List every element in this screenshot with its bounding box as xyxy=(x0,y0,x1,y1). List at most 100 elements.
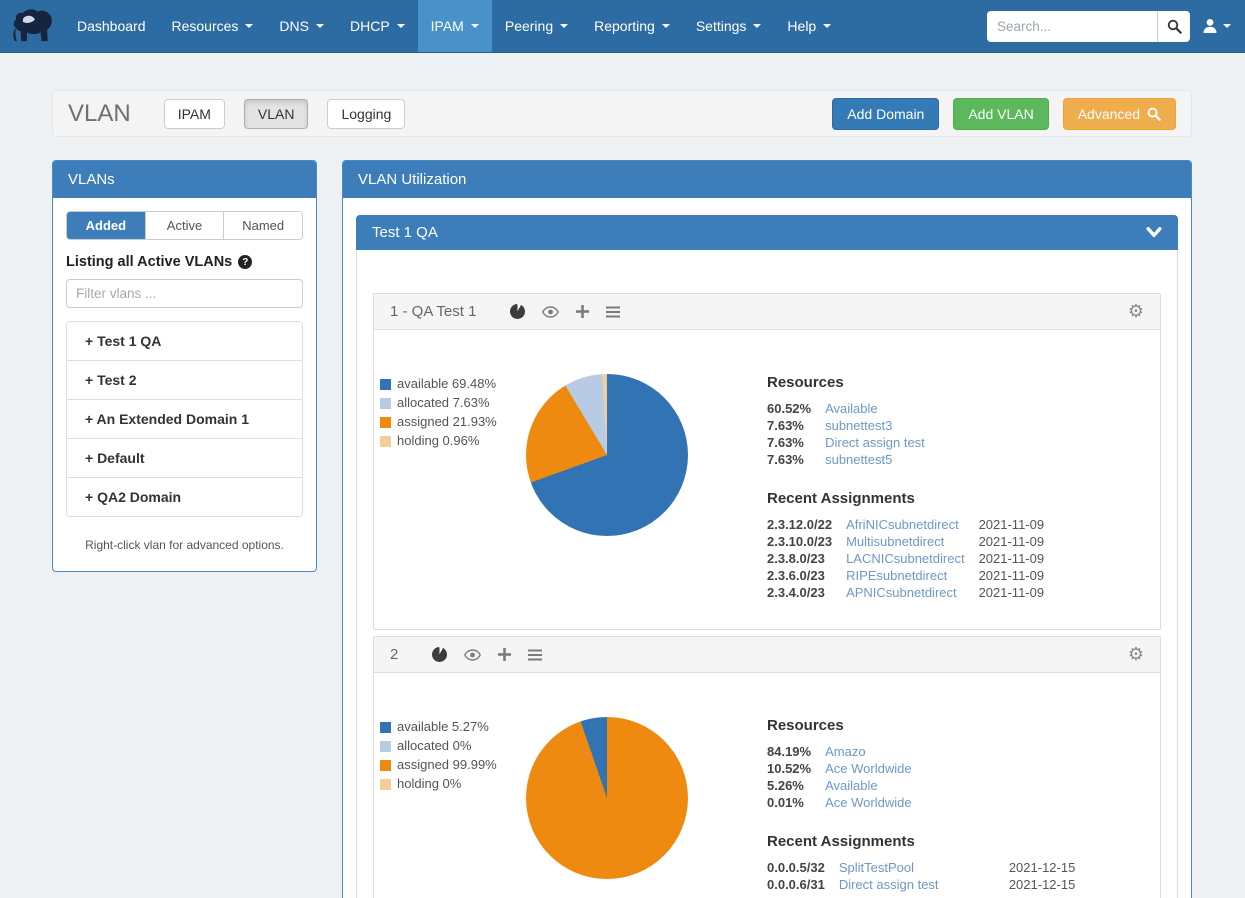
vlan-block-content: available 69.48% allocated 7.63% assigne… xyxy=(374,330,1160,629)
search-button[interactable] xyxy=(1157,10,1190,42)
assignment-link[interactable]: AfriNICsubnetdirect xyxy=(846,517,959,532)
assignment-row: 2.3.10.0/23 Multisubnetdirect 2021-11-09 xyxy=(767,533,1044,550)
resources-table: 84.19% Amazo 10.52% Ace Worldwide 5.26% xyxy=(767,743,926,811)
assignments-table: 2.3.12.0/22 AfriNICsubnetdirect 2021-11-… xyxy=(767,516,1044,601)
assignment-link[interactable]: LACNICsubnetdirect xyxy=(846,551,965,566)
vlan-list-item[interactable]: + Test 2 xyxy=(67,361,302,400)
resource-link[interactable]: subnettest3 xyxy=(825,418,893,433)
search-input[interactable] xyxy=(987,10,1157,42)
assignment-link[interactable]: RIPEsubnetdirect xyxy=(846,568,948,583)
assignment-row: 2.3.12.0/22 AfriNICsubnetdirect 2021-11-… xyxy=(767,516,1044,533)
assignment-row: 0.0.0.6/31 Direct assign test 2021-12-15 xyxy=(767,876,1075,893)
gear-icon[interactable]: ⚙ xyxy=(1127,300,1144,322)
resource-link[interactable]: Available xyxy=(825,401,878,416)
resource-pct: 7.63% xyxy=(767,435,804,450)
legend-text: available 5.27% xyxy=(397,719,489,734)
domain-group-header[interactable]: Test 1 QA xyxy=(356,215,1178,250)
gear-icon[interactable]: ⚙ xyxy=(1127,643,1144,665)
resource-link[interactable]: Ace Worldwide xyxy=(825,795,912,810)
resource-link[interactable]: Available xyxy=(825,778,878,793)
pie-chart-icon[interactable] xyxy=(510,304,526,319)
utilization-pie-chart xyxy=(526,374,688,536)
advanced-search-button[interactable]: Advanced xyxy=(1062,97,1176,130)
nav-item-ipam[interactable]: IPAM xyxy=(417,0,492,52)
vlan-list-item[interactable]: + Default xyxy=(67,439,302,478)
tab-logging[interactable]: Logging xyxy=(327,98,406,129)
menu-bars-icon[interactable] xyxy=(528,649,543,661)
pie-chart-icon[interactable] xyxy=(432,647,448,662)
caret-down-icon xyxy=(470,24,479,32)
legend-text: holding 0% xyxy=(397,776,462,791)
assignment-cidr: 2.3.12.0/22 xyxy=(767,517,833,532)
vlan-block-header: 2 xyxy=(374,637,1160,673)
tab-added[interactable]: Added xyxy=(67,212,146,239)
eye-icon[interactable] xyxy=(542,305,560,318)
resource-link[interactable]: Amazo xyxy=(825,744,866,759)
nav-label: IPAM xyxy=(430,18,464,34)
legend-swatch xyxy=(380,378,391,390)
domain-group-title: Test 1 QA xyxy=(372,224,438,241)
vlan-list-item[interactable]: + QA2 Domain xyxy=(67,478,302,516)
page-title: VLAN xyxy=(68,99,131,127)
vlans-panel: VLANs Added Active Named Listing all Act… xyxy=(52,160,317,572)
menu-bars-icon[interactable] xyxy=(606,306,621,318)
tab-vlan[interactable]: VLAN xyxy=(243,98,309,129)
assignment-date: 2021-11-09 xyxy=(978,585,1045,600)
user-menu[interactable] xyxy=(1202,18,1231,34)
legend-swatch xyxy=(380,397,391,409)
assignment-row: 2.3.4.0/23 APNICsubnetdirect 2021-11-09 xyxy=(767,584,1044,601)
resource-link[interactable]: subnettest5 xyxy=(825,452,893,467)
eye-icon[interactable] xyxy=(464,648,482,661)
plus-icon[interactable] xyxy=(498,648,512,661)
nav-item-help[interactable]: Help xyxy=(774,0,844,52)
filter-vlans-input[interactable] xyxy=(66,279,303,308)
nav-item-resources[interactable]: Resources xyxy=(159,0,267,52)
help-question-icon[interactable]: ? xyxy=(238,255,253,269)
caret-down-icon xyxy=(396,24,405,32)
resource-pct: 10.52% xyxy=(767,761,812,776)
vlan-block-title: 1 - QA Test 1 xyxy=(390,303,477,320)
nav-item-dashboard[interactable]: Dashboard xyxy=(64,0,159,52)
vlan-list-item[interactable]: + Test 1 QA xyxy=(67,322,302,361)
utilization-pie-chart xyxy=(526,717,688,879)
resource-link[interactable]: Ace Worldwide xyxy=(825,761,912,776)
assignment-link[interactable]: Direct assign test xyxy=(838,877,939,892)
legend-row-available: available 5.27% xyxy=(380,719,526,735)
nav-label: Peering xyxy=(504,18,554,34)
resource-link[interactable]: Direct assign test xyxy=(825,435,925,450)
assignment-link[interactable]: SplitTestPool xyxy=(838,860,914,875)
assignment-link[interactable]: Multisubnetdirect xyxy=(846,534,945,549)
block-info: Resources 84.19% Amazo 10.52% Ace Worldw… xyxy=(688,717,1150,893)
assignment-row: 0.0.0.5/32 SplitTestPool 2021-12-15 xyxy=(767,859,1075,876)
nav-item-dhcp[interactable]: DHCP xyxy=(337,0,418,52)
tab-ipam[interactable]: IPAM xyxy=(163,98,225,129)
app-logo[interactable] xyxy=(0,0,64,52)
assignment-cidr: 2.3.4.0/23 xyxy=(767,585,825,600)
caret-down-icon xyxy=(315,24,324,32)
add-domain-button[interactable]: Add Domain xyxy=(832,97,940,130)
assignment-cidr: 0.0.0.6/31 xyxy=(767,877,825,892)
resources-heading: Resources xyxy=(767,717,844,734)
plus-icon[interactable] xyxy=(576,305,590,318)
pie-chart-container xyxy=(526,717,688,893)
tab-active[interactable]: Active xyxy=(145,212,225,239)
assignment-link[interactable]: APNICsubnetdirect xyxy=(846,585,957,600)
nav-item-dns[interactable]: DNS xyxy=(266,0,337,52)
assignment-date: 2021-11-09 xyxy=(978,517,1045,532)
legend-swatch xyxy=(380,416,391,428)
resources-table: 60.52% Available 7.63% subnettest3 7.63% xyxy=(767,400,939,468)
assignment-date: 2021-11-09 xyxy=(978,568,1045,583)
legend-text: assigned 99.99% xyxy=(397,757,497,772)
nav-item-reporting[interactable]: Reporting xyxy=(581,0,683,52)
resource-row: 0.01% Ace Worldwide xyxy=(767,794,926,811)
nav-item-settings[interactable]: Settings xyxy=(683,0,775,52)
add-vlan-button[interactable]: Add VLAN xyxy=(953,97,1049,130)
vlan-list-item[interactable]: + An Extended Domain 1 xyxy=(67,400,302,439)
chevron-down-icon[interactable] xyxy=(1146,227,1162,238)
legend-row-assigned: assigned 99.99% xyxy=(380,757,526,773)
assignment-date: 2021-12-15 xyxy=(1008,877,1076,892)
resource-pct: 5.26% xyxy=(767,778,804,793)
tab-named[interactable]: Named xyxy=(224,212,302,239)
resource-pct: 84.19% xyxy=(767,744,812,759)
nav-item-peering[interactable]: Peering xyxy=(492,0,581,52)
